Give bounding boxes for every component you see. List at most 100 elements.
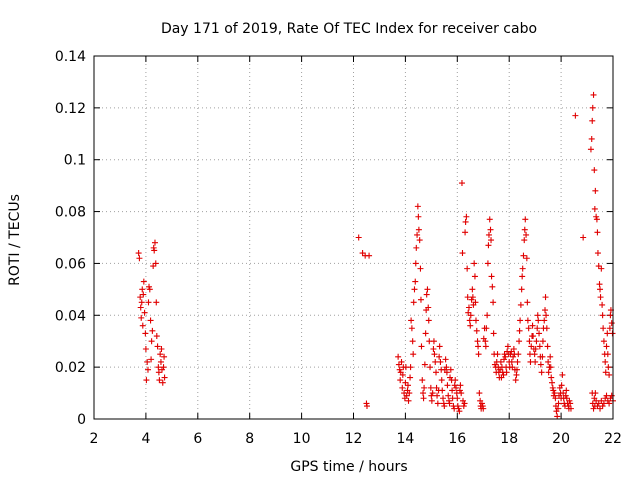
data-point bbox=[544, 343, 551, 350]
data-point bbox=[473, 327, 480, 334]
data-point bbox=[490, 299, 497, 306]
data-point bbox=[604, 397, 611, 404]
data-point bbox=[412, 260, 419, 267]
data-point bbox=[520, 252, 527, 259]
data-point bbox=[465, 309, 472, 316]
data-point bbox=[528, 343, 535, 350]
data-point bbox=[597, 405, 604, 412]
data-point bbox=[480, 405, 487, 412]
data-point bbox=[436, 343, 443, 350]
data-point bbox=[420, 395, 427, 402]
data-point bbox=[562, 392, 569, 399]
data-point bbox=[442, 356, 449, 363]
data-point bbox=[502, 353, 509, 360]
data-point bbox=[516, 338, 523, 345]
x-tick-label: 16 bbox=[448, 431, 466, 447]
data-point bbox=[600, 325, 607, 332]
data-point bbox=[484, 260, 491, 267]
data-point bbox=[563, 387, 570, 394]
data-point bbox=[456, 408, 463, 415]
data-point bbox=[580, 234, 587, 241]
data-point bbox=[533, 338, 540, 345]
data-point bbox=[449, 387, 456, 394]
data-point bbox=[484, 312, 491, 319]
data-point bbox=[598, 397, 605, 404]
data-point bbox=[421, 384, 428, 391]
data-point bbox=[469, 294, 476, 301]
data-point bbox=[153, 299, 160, 306]
data-point bbox=[410, 351, 417, 358]
data-point bbox=[558, 382, 565, 389]
data-point bbox=[366, 252, 373, 259]
data-point bbox=[605, 364, 612, 371]
data-point bbox=[135, 250, 142, 257]
data-point bbox=[595, 400, 602, 407]
data-point bbox=[483, 325, 490, 332]
data-point bbox=[418, 343, 425, 350]
data-point bbox=[430, 338, 437, 345]
data-point bbox=[547, 364, 554, 371]
data-point bbox=[595, 263, 602, 270]
x-axis-label: GPS time / hours bbox=[290, 459, 407, 475]
grid bbox=[94, 56, 613, 419]
data-point bbox=[599, 403, 606, 410]
data-point bbox=[160, 364, 167, 371]
data-point bbox=[606, 371, 613, 378]
x-tick-label: 10 bbox=[293, 431, 311, 447]
data-point bbox=[148, 356, 155, 363]
data-point bbox=[475, 343, 482, 350]
data-point bbox=[468, 296, 475, 303]
data-point bbox=[404, 382, 411, 389]
data-point bbox=[478, 400, 485, 407]
data-point bbox=[519, 273, 526, 280]
data-point bbox=[161, 353, 168, 360]
data-point bbox=[524, 317, 531, 324]
data-point bbox=[548, 374, 555, 381]
data-point bbox=[396, 366, 403, 373]
data-point bbox=[590, 91, 597, 98]
data-point bbox=[427, 364, 434, 371]
data-point bbox=[471, 273, 478, 280]
data-point bbox=[521, 226, 528, 233]
y-tick-label: 0 bbox=[77, 412, 86, 428]
data-point bbox=[455, 405, 462, 412]
data-point bbox=[155, 369, 162, 376]
data-point bbox=[597, 294, 604, 301]
data-point bbox=[523, 255, 530, 262]
data-point bbox=[411, 286, 418, 293]
chart-title: Day 171 of 2019, Rate Of TEC Index for r… bbox=[161, 21, 537, 37]
y-tick-label: 0.02 bbox=[55, 360, 86, 376]
data-point bbox=[517, 301, 524, 308]
data-point bbox=[423, 291, 430, 298]
data-point bbox=[407, 374, 414, 381]
data-point bbox=[441, 403, 448, 410]
data-point bbox=[523, 231, 530, 238]
data-point bbox=[608, 320, 615, 327]
data-point bbox=[427, 384, 434, 391]
data-point bbox=[592, 187, 599, 194]
y-tick-label: 0.04 bbox=[55, 308, 86, 324]
data-point bbox=[474, 338, 481, 345]
y-tick-label: 0.06 bbox=[55, 256, 86, 272]
data-point bbox=[518, 286, 525, 293]
data-point bbox=[143, 377, 150, 384]
data-point bbox=[152, 260, 159, 267]
data-point bbox=[596, 281, 603, 288]
data-point bbox=[542, 307, 549, 314]
data-point bbox=[416, 237, 423, 244]
data-point bbox=[139, 286, 146, 293]
data-point bbox=[482, 338, 489, 345]
data-point bbox=[408, 317, 415, 324]
data-point bbox=[593, 216, 600, 223]
data-point bbox=[508, 348, 515, 355]
data-point bbox=[513, 366, 520, 373]
data-point bbox=[521, 237, 528, 244]
data-point bbox=[513, 371, 520, 378]
data-point bbox=[139, 322, 146, 329]
data-point bbox=[593, 213, 600, 220]
data-point bbox=[156, 377, 163, 384]
data-point bbox=[600, 338, 607, 345]
data-point bbox=[609, 330, 616, 337]
data-point bbox=[402, 379, 409, 386]
